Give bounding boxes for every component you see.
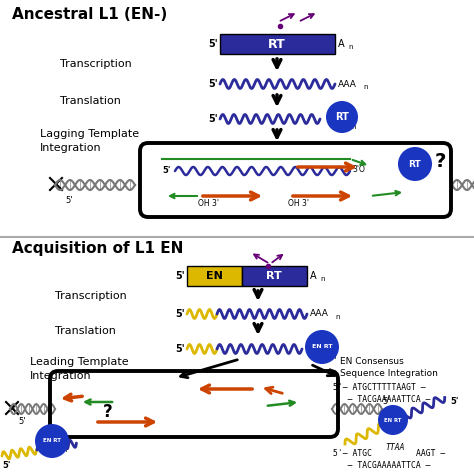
Text: n: n bbox=[351, 124, 356, 130]
FancyBboxPatch shape bbox=[220, 34, 335, 54]
Text: 5'— ATGC: 5'— ATGC bbox=[333, 449, 372, 458]
Text: 5': 5' bbox=[162, 165, 170, 174]
Text: 5': 5' bbox=[382, 398, 390, 407]
Text: RT: RT bbox=[268, 37, 286, 51]
Text: EN: EN bbox=[206, 271, 222, 281]
Text: 5': 5' bbox=[175, 271, 185, 281]
Text: n: n bbox=[363, 84, 367, 90]
Text: 5': 5' bbox=[209, 39, 218, 49]
Text: 5': 5' bbox=[65, 195, 73, 204]
Text: A: A bbox=[338, 39, 345, 49]
Text: n: n bbox=[335, 314, 339, 320]
Text: Transcription: Transcription bbox=[55, 291, 127, 301]
Text: 5': 5' bbox=[2, 462, 10, 471]
Circle shape bbox=[398, 147, 432, 181]
Text: n: n bbox=[331, 354, 336, 360]
Bar bbox=[0, 0, 474, 237]
Text: RT: RT bbox=[409, 159, 421, 168]
Text: Translation: Translation bbox=[60, 96, 121, 106]
Text: 5': 5' bbox=[450, 398, 458, 407]
Text: ?: ? bbox=[103, 403, 113, 421]
Text: RT: RT bbox=[335, 112, 349, 122]
Text: 3'O: 3'O bbox=[352, 164, 365, 173]
Bar bbox=[0, 237, 474, 474]
Text: Integration: Integration bbox=[30, 371, 91, 381]
Text: Lagging Template: Lagging Template bbox=[40, 129, 139, 139]
FancyBboxPatch shape bbox=[242, 266, 307, 286]
Text: EN RT: EN RT bbox=[384, 418, 401, 422]
Text: AAA: AAA bbox=[338, 80, 357, 89]
Text: Integration: Integration bbox=[40, 143, 101, 153]
Text: OH 3': OH 3' bbox=[288, 199, 309, 208]
Text: 5': 5' bbox=[175, 344, 185, 354]
Text: n: n bbox=[62, 447, 66, 453]
Text: ?: ? bbox=[435, 152, 447, 171]
Text: A: A bbox=[310, 271, 317, 281]
Text: Acquisition of L1 EN: Acquisition of L1 EN bbox=[12, 241, 183, 256]
Circle shape bbox=[326, 101, 358, 133]
Text: AAGT —: AAGT — bbox=[416, 449, 445, 458]
Circle shape bbox=[35, 424, 69, 458]
Text: 5': 5' bbox=[209, 114, 218, 124]
FancyBboxPatch shape bbox=[187, 266, 242, 286]
Text: 5': 5' bbox=[175, 309, 185, 319]
Text: Transcription: Transcription bbox=[60, 59, 132, 69]
Text: — TACGAAAAATTCA —: — TACGAAAAATTCA — bbox=[333, 394, 430, 403]
Circle shape bbox=[378, 405, 408, 435]
Circle shape bbox=[305, 330, 339, 364]
Text: RT: RT bbox=[266, 271, 282, 281]
Text: n: n bbox=[320, 276, 325, 282]
Text: — TACGAAAAATTCA —: — TACGAAAAATTCA — bbox=[333, 461, 430, 470]
Text: n: n bbox=[348, 44, 353, 50]
Text: Leading Template: Leading Template bbox=[30, 357, 128, 367]
Text: TTAA: TTAA bbox=[385, 443, 404, 452]
Text: 5': 5' bbox=[18, 418, 26, 427]
Text: Sequence Integration: Sequence Integration bbox=[340, 370, 438, 379]
Text: Translation: Translation bbox=[55, 326, 116, 336]
Text: AAA: AAA bbox=[310, 310, 329, 319]
Text: 5': 5' bbox=[209, 79, 218, 89]
Text: EN RT: EN RT bbox=[43, 438, 61, 444]
Text: Ancestral L1 (EN-): Ancestral L1 (EN-) bbox=[12, 7, 167, 21]
Text: EN RT: EN RT bbox=[312, 345, 332, 349]
Text: OH 3': OH 3' bbox=[198, 199, 219, 208]
Text: EN Consensus: EN Consensus bbox=[340, 357, 404, 366]
Text: 5'— ATGCTTTTTAAGT —: 5'— ATGCTTTTTAAGT — bbox=[333, 383, 426, 392]
